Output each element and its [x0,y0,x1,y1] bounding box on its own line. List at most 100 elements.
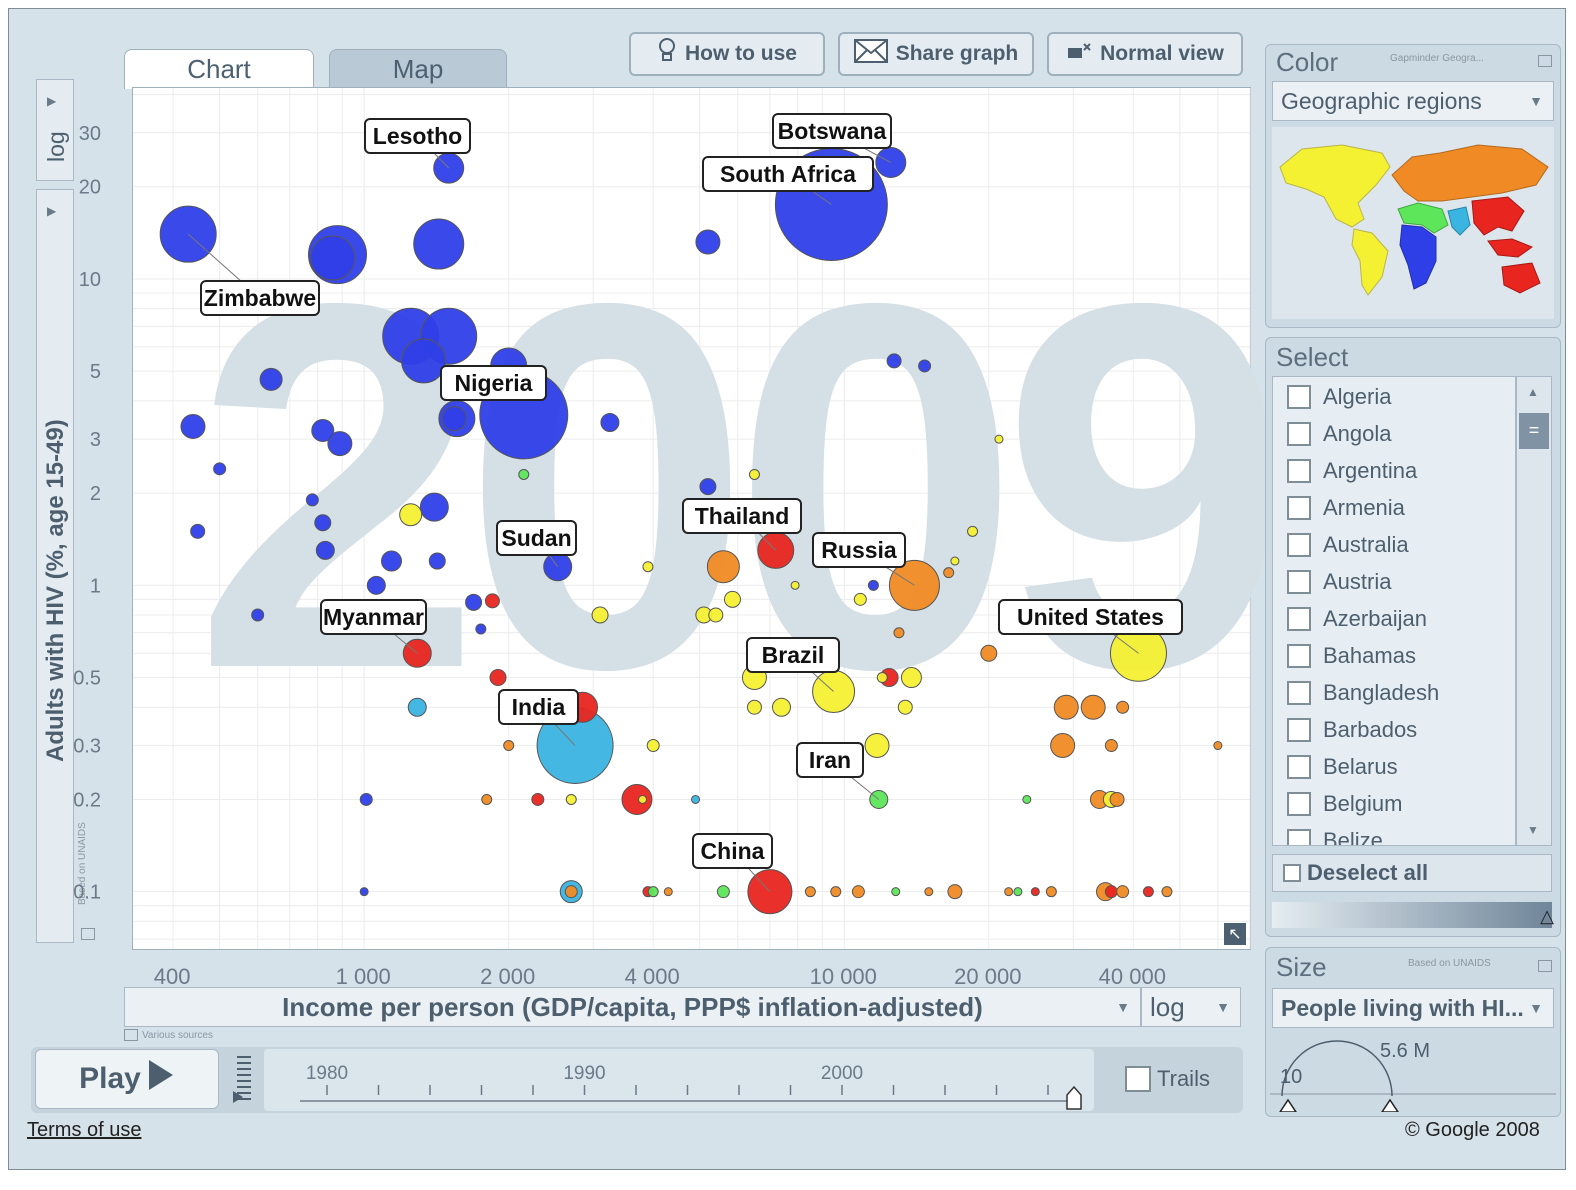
how-to-use-button[interactable]: How to use [629,32,825,76]
country-item[interactable]: Austria [1287,564,1391,600]
bubble [1050,733,1076,759]
country-checkbox[interactable] [1287,829,1311,845]
country-checkbox[interactable] [1287,385,1311,409]
table-icon[interactable] [1538,55,1552,67]
country-item[interactable]: Bahamas [1287,638,1416,674]
scroll-up-icon[interactable]: ▲ [1527,385,1539,399]
chevron-down-icon: ▼ [1116,999,1130,1015]
callout-box [682,498,802,534]
country-checkbox[interactable] [1287,570,1311,594]
timeline-track[interactable]: 1980 1990 2000 [264,1049,1101,1111]
y-tick-label: 3 [90,429,101,451]
play-button[interactable]: Play [35,1049,219,1109]
country-item[interactable]: Argentina [1287,453,1417,489]
table-icon[interactable] [81,928,95,940]
table-icon[interactable] [124,1029,138,1041]
country-item[interactable]: Australia [1287,527,1409,563]
color-indicator-label: Geographic regions [1281,87,1482,114]
bubble [853,592,867,606]
timeline-year-label: 1980 [306,1063,348,1084]
country-checkbox[interactable] [1287,644,1311,668]
scroll-down-icon[interactable]: ▼ [1527,823,1539,837]
country-item[interactable]: Bangladesh [1287,675,1439,711]
bubble [918,359,932,373]
country-checkbox[interactable] [1287,607,1311,631]
bubble [401,338,447,384]
country-checkbox[interactable] [1287,533,1311,557]
country-item[interactable]: Barbados [1287,712,1417,748]
normal-view-button[interactable]: Normal view [1047,32,1243,76]
color-panel: Color Gapminder Geogra... Geographic reg… [1265,44,1561,328]
country-list[interactable]: Algeria Angola Argentina Armenia Austral… [1272,376,1516,846]
callout-label: Russia [821,537,897,563]
bubble [663,887,673,897]
opacity-slider[interactable]: △ [1272,902,1554,928]
table-icon[interactable] [1538,960,1552,972]
trails-checkbox[interactable] [1125,1066,1151,1092]
x-source: Various sources [124,1029,213,1041]
bubble [413,218,465,270]
terms-of-use-link[interactable]: Terms of use [27,1119,142,1141]
bubble [994,434,1004,444]
country-item[interactable]: Belize [1287,823,1383,845]
country-label: Argentina [1323,458,1418,483]
bubble-chart[interactable]: 2009 0.1 0.2 0.3 0.5 1 2 3 5 10 20 30 Lesotho Botswan… [73,88,1297,949]
size-indicator-selector[interactable]: People living with HI... ▼ [1272,988,1554,1028]
bubble [771,697,791,717]
speed-slider[interactable] [231,1053,255,1107]
x-scale-selector[interactable]: log ▼ [1141,987,1241,1027]
bubble [1109,791,1125,807]
tab-map[interactable]: Map [329,49,507,89]
callout-box [496,520,577,556]
world-map-icon[interactable] [1272,127,1554,319]
bubble [980,644,998,662]
x-tick-label: 20 000 [954,964,1021,989]
country-item[interactable]: Belarus [1287,749,1398,785]
color-indicator-selector[interactable]: Geographic regions ▼ [1272,81,1554,121]
country-item[interactable]: Armenia [1287,490,1405,526]
country-item[interactable]: Belgium [1287,786,1402,822]
country-item[interactable]: Azerbaijan [1287,601,1427,637]
country-checkbox[interactable] [1287,422,1311,446]
chart-area[interactable]: 2009 0.1 0.2 0.3 0.5 1 2 3 5 10 20 30 Lesotho Botswan… [73,87,1297,950]
list-scrollbar[interactable]: ▲ = ▼ [1516,376,1552,846]
y-indicator-selector[interactable]: ▶ Adults with HIV (%, age 15-49) Based o… [36,189,95,943]
deselect-all-button[interactable]: Deselect all [1272,854,1552,892]
country-item[interactable]: Algeria [1287,379,1391,415]
scroll-thumb[interactable]: = [1519,413,1549,449]
chevron-down-icon: ▼ [1216,999,1230,1015]
y-scale-selector[interactable]: ▶ log [36,79,74,181]
country-checkbox[interactable] [1287,496,1311,520]
bubble [310,235,356,281]
country-checkbox[interactable] [1287,459,1311,483]
bubble [591,606,609,624]
bubble [893,627,905,639]
expand-arrow-icon: ▶ [47,204,57,218]
callout-label: Brazil [762,642,825,668]
country-checkbox[interactable] [1287,718,1311,742]
slider-handle-icon[interactable]: △ [1540,906,1554,926]
timeline-handle[interactable] [1066,1085,1082,1110]
tab-chart[interactable]: Chart [124,49,314,89]
bubble [723,590,741,608]
size-source-label: Based on UNAIDS [1408,958,1491,969]
x-indicator-selector[interactable]: Income per person (GDP/capita, PPP$ infl… [124,987,1141,1027]
country-item[interactable]: Angola [1287,416,1392,452]
callout-label: India [512,694,566,720]
play-label: Play [79,1062,141,1095]
bubble [305,493,319,507]
bubble [804,886,816,898]
size-legend[interactable]: 10 5.6 M [1270,1032,1556,1113]
normal-view-label: Normal view [1100,42,1224,65]
timeline[interactable]: 1980 1990 2000 [264,1049,1101,1111]
country-checkbox[interactable] [1287,792,1311,816]
region-map-legend[interactable] [1272,127,1554,319]
size-max-label: 5.6 M [1380,1040,1431,1062]
country-checkbox[interactable] [1287,681,1311,705]
zoom-corner-icon[interactable]: ↖ [1224,923,1246,945]
country-checkbox[interactable] [1287,755,1311,779]
bubble [647,886,659,898]
bubble [380,550,402,572]
trails-toggle[interactable]: Trails [1125,1066,1210,1092]
share-graph-button[interactable]: Share graph [838,32,1034,76]
